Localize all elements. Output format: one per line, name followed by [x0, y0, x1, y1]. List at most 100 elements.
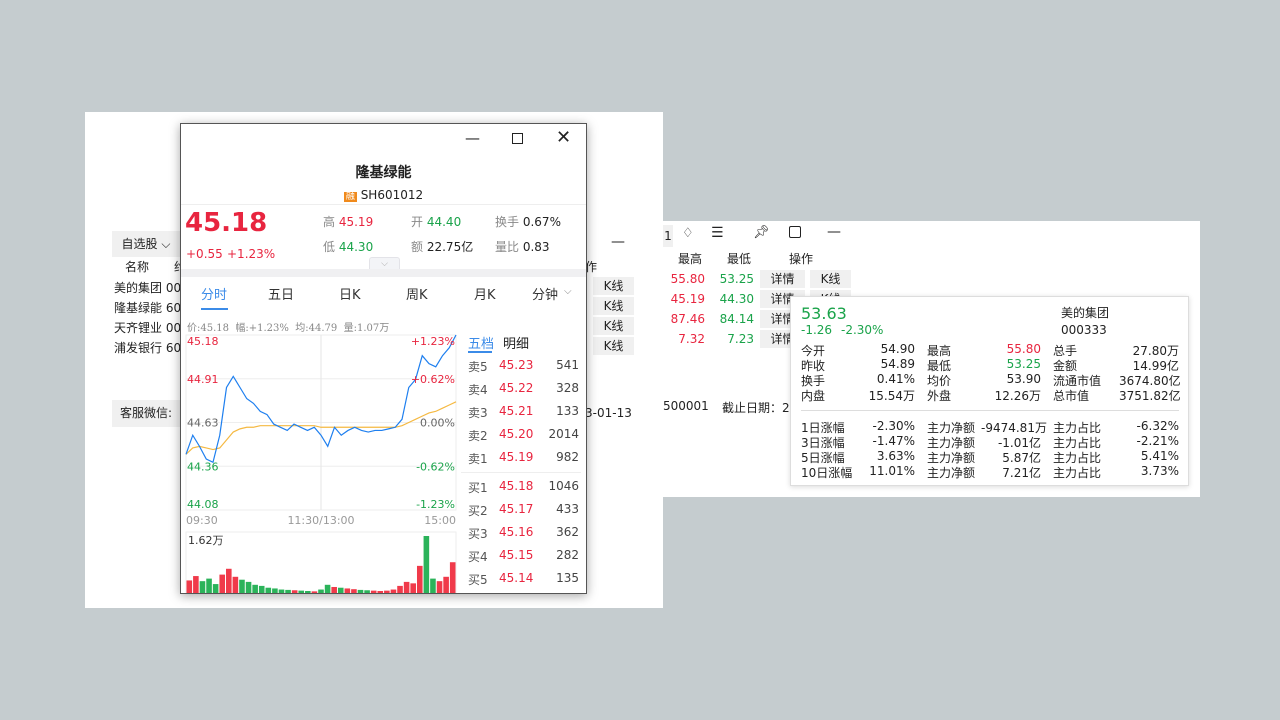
ratio-value: 0.83 — [522, 240, 550, 254]
tab-2[interactable]: 日K — [339, 288, 361, 303]
kline-button[interactable]: K线 — [593, 277, 634, 295]
watchlist-label: 自选股 — [121, 237, 158, 251]
chevron-down-icon[interactable]: ⌵ — [564, 286, 572, 297]
stock-code: 60 — [165, 341, 182, 355]
tab-0[interactable]: 分时 — [201, 288, 228, 303]
book-level-volume: 433 — [556, 502, 579, 516]
row-low: 53.25 — [719, 272, 754, 286]
low-value: 44.30 — [338, 240, 374, 254]
close-button[interactable]: ✕ — [556, 127, 572, 148]
volume-bar — [436, 581, 443, 593]
info-price: 价:45.18 — [187, 323, 229, 334]
book-level-price: 45.14 — [499, 571, 534, 585]
kline-button[interactable]: K线 — [593, 297, 634, 315]
volume-bar — [397, 585, 403, 593]
tooltip-grid-cell: 14.99亿 — [1132, 359, 1179, 373]
stock-code: 00 — [165, 281, 182, 295]
expand-chevron-icon[interactable]: ⌵ — [369, 257, 400, 269]
tab-3[interactable]: 周K — [406, 288, 428, 303]
volume-bar — [245, 581, 252, 593]
book-level-price: 45.23 — [499, 358, 534, 372]
row-high: 55.80 — [670, 272, 705, 286]
stock-code: 60 — [165, 301, 182, 315]
tooltip-grid-cell: 54.90 — [880, 342, 915, 356]
minimize-button[interactable]: — — [465, 129, 480, 147]
volume-bar — [377, 590, 384, 593]
watchlist-dropdown[interactable]: 自选股 ⌵ — [112, 231, 180, 257]
book-level-label: 卖2 — [468, 429, 488, 443]
diamond-icon[interactable]: ♢ — [682, 226, 694, 241]
book-level-label: 卖1 — [468, 452, 488, 466]
pin-icon[interactable]: 📌︎ — [753, 225, 770, 240]
volume-bar — [430, 578, 436, 593]
intraday-chart[interactable]: 45.18 +1.23% 44.91 +0.62% 44.63 0.00% 44.36 -0.… — [181, 329, 461, 594]
col-name: 名称 — [125, 260, 150, 274]
volume-bar — [324, 584, 331, 593]
book-tab-detail[interactable]: 明细 — [503, 337, 530, 352]
volume-bar — [423, 536, 430, 593]
book-level-price: 45.19 — [499, 450, 534, 464]
tooltip-grid-cell: 12.26万 — [994, 389, 1041, 403]
book-level-volume: 133 — [556, 404, 579, 418]
y-left-tick: 45.18 — [187, 335, 219, 348]
volume-bar — [298, 590, 305, 593]
current-price: 45.18 — [185, 208, 268, 238]
volume-bar — [285, 589, 291, 593]
watchlist-row[interactable]: 天齐锂业 00 — [114, 319, 181, 336]
volume-bar — [351, 589, 357, 593]
book-level-label: 买5 — [468, 573, 488, 587]
turnover-label: 换手 — [495, 215, 520, 229]
tooltip-flows-cell: -1.01亿 — [997, 436, 1041, 450]
minimize-button[interactable]: — — [827, 224, 841, 240]
tooltip-flows-cell: 10日涨幅 — [801, 466, 853, 480]
book-level-volume: 135 — [556, 571, 579, 585]
minimize-button[interactable]: — — [611, 234, 625, 250]
kline-button[interactable]: K线 — [810, 270, 851, 288]
book-level-price: 45.17 — [499, 502, 534, 516]
row-high: 7.32 — [678, 332, 705, 346]
menu-icon[interactable]: ☰ — [711, 225, 724, 241]
volume-bar — [186, 580, 193, 593]
footer-date: 截止日期：2 — [722, 401, 790, 415]
tooltip-grid-cell: 15.54万 — [868, 389, 915, 403]
stock-title: 隆基绿能 — [355, 165, 412, 181]
volume-bar — [265, 587, 272, 593]
popout-icon[interactable] — [789, 226, 801, 238]
col-action: 作 — [585, 260, 598, 274]
book-level-volume: 2014 — [548, 427, 579, 441]
date-text: 3-01-13 — [585, 406, 632, 420]
price-change-pct: +1.23% — [227, 247, 276, 261]
watchlist-row[interactable]: 隆基绿能 60 — [114, 299, 181, 316]
book-tab-five[interactable]: 五档 — [468, 337, 495, 352]
tooltip-price: 53.63 — [801, 304, 847, 323]
tooltip-code: 000333 — [1061, 323, 1107, 337]
volume-bar — [403, 581, 410, 593]
service-wechat-button[interactable]: 客服微信: — [112, 400, 180, 427]
volume-bar — [232, 576, 239, 593]
row-high: 45.19 — [670, 292, 705, 306]
tooltip-flows-cell: 主力占比 — [1053, 451, 1102, 465]
kline-button[interactable]: K线 — [593, 337, 634, 355]
volume-frame — [185, 531, 457, 593]
tab-partial[interactable]: 1 — [663, 225, 673, 247]
watchlist-row[interactable]: 浦发银行 60 — [114, 339, 181, 356]
amount-label: 额 — [411, 240, 424, 254]
tab-4[interactable]: 月K — [474, 288, 496, 303]
volume-bar — [239, 579, 245, 593]
watchlist-row[interactable]: 美的集团 00 — [114, 279, 181, 296]
info-pct: 幅:+1.23% — [235, 323, 289, 334]
tooltip-flows-cell: -2.30% — [872, 419, 915, 433]
tab-1[interactable]: 五日 — [268, 288, 295, 303]
high-label: 高 — [323, 215, 336, 229]
volume-bar — [416, 565, 423, 593]
volume-bar — [443, 576, 449, 593]
book-level-label: 买2 — [468, 504, 488, 518]
tooltip-grid-cell: 27.80万 — [1132, 344, 1179, 358]
maximize-button[interactable] — [512, 133, 523, 144]
ratio-label: 量比 — [495, 240, 520, 254]
price-change: +0.55 — [186, 247, 223, 261]
amount-value: 22.75亿 — [426, 240, 474, 254]
detail-button[interactable]: 详情 — [760, 270, 805, 288]
kline-button[interactable]: K线 — [593, 317, 634, 335]
tab-5[interactable]: 分钟 — [532, 288, 559, 303]
